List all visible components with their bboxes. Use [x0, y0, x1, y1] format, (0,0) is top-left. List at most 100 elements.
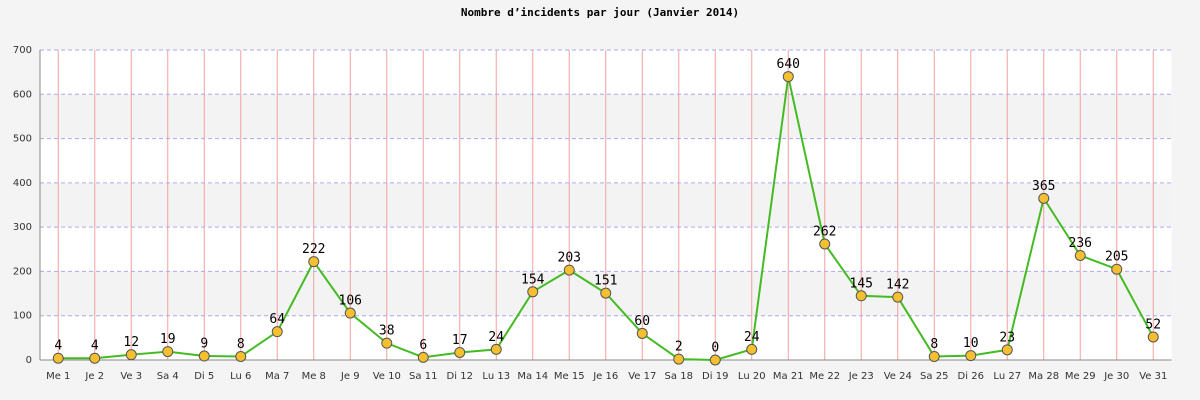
- x-tick-label: Ve 31: [1139, 371, 1167, 382]
- value-label: 17: [452, 333, 468, 348]
- marker: [636, 327, 648, 339]
- x-tick-label: Sa 18: [665, 371, 693, 382]
- chart-title: Nombre d’incidents par jour (Janvier 201…: [461, 6, 739, 19]
- value-label: 9: [200, 337, 208, 352]
- x-tick-label: Je 30: [1103, 371, 1129, 382]
- value-label: 640: [777, 57, 800, 72]
- x-tick-label: Je 16: [592, 371, 618, 382]
- value-label: 6: [419, 338, 427, 353]
- y-tick-label: 600: [13, 89, 32, 100]
- x-tick-label: Lu 6: [230, 371, 251, 382]
- x-tick-label: Di 12: [447, 371, 473, 382]
- x-tick-label: Ve 24: [884, 371, 912, 382]
- marker: [198, 350, 210, 362]
- value-label: 0: [711, 341, 719, 356]
- value-label: 24: [744, 330, 760, 345]
- value-label: 8: [237, 337, 245, 352]
- value-label: 12: [123, 335, 139, 350]
- y-tick-label: 700: [13, 45, 32, 56]
- value-label: 151: [594, 274, 617, 289]
- y-tick-label: 0: [26, 355, 32, 366]
- x-tick-label: Me 1: [46, 371, 70, 382]
- marker: [1001, 344, 1013, 356]
- x-tick-label: Sa 4: [157, 371, 179, 382]
- marker: [965, 350, 977, 362]
- marker: [235, 350, 247, 362]
- value-label: 236: [1069, 236, 1092, 251]
- marker: [855, 290, 867, 302]
- x-tick-label: Je 23: [848, 371, 874, 382]
- marker: [125, 349, 137, 361]
- value-label: 142: [886, 278, 909, 293]
- marker: [271, 326, 283, 338]
- value-label: 222: [302, 242, 325, 257]
- marker: [782, 71, 794, 83]
- value-label: 24: [488, 330, 504, 345]
- marker: [928, 350, 940, 362]
- value-label: 10: [963, 336, 979, 351]
- x-tick-label: Lu 20: [738, 371, 766, 382]
- x-tick-label: Sa 11: [409, 371, 437, 382]
- marker: [600, 287, 612, 299]
- value-label: 23: [999, 330, 1015, 345]
- x-tick-label: Je 9: [340, 371, 360, 382]
- y-tick-label: 300: [13, 222, 32, 233]
- value-label: 106: [339, 294, 362, 309]
- marker: [454, 346, 466, 358]
- marker: [490, 343, 502, 355]
- marker: [417, 351, 429, 363]
- value-label: 154: [521, 272, 545, 287]
- marker: [527, 286, 539, 298]
- x-tick-label: Me 8: [302, 371, 326, 382]
- value-label: 4: [54, 339, 62, 354]
- x-tick-label: Ve 10: [373, 371, 401, 382]
- value-label: 4: [91, 339, 99, 354]
- value-label: 2: [675, 340, 683, 355]
- marker: [746, 343, 758, 355]
- x-tick-label: Ma 21: [773, 371, 804, 382]
- value-label: 38: [379, 324, 395, 339]
- x-tick-label: Di 26: [958, 371, 984, 382]
- value-label: 365: [1032, 179, 1055, 194]
- marker: [1111, 263, 1123, 275]
- marker: [162, 346, 174, 358]
- y-tick-label: 500: [13, 134, 32, 145]
- marker: [709, 354, 721, 366]
- value-label: 205: [1105, 250, 1128, 265]
- x-tick-label: Ma 7: [265, 371, 289, 382]
- marker: [673, 353, 685, 365]
- y-tick-label: 200: [13, 266, 32, 277]
- marker: [1038, 192, 1050, 204]
- marker: [344, 307, 356, 319]
- marker: [892, 291, 904, 303]
- x-tick-label: Di 19: [702, 371, 728, 382]
- value-label: 19: [160, 332, 176, 347]
- marker: [52, 352, 64, 364]
- x-tick-label: Me 22: [809, 371, 840, 382]
- value-label: 64: [269, 312, 285, 327]
- x-tick-label: Me 29: [1065, 371, 1096, 382]
- marker: [381, 337, 393, 349]
- value-label: 8: [930, 337, 938, 352]
- x-tick-label: Sa 25: [920, 371, 948, 382]
- x-tick-label: Ma 28: [1028, 371, 1059, 382]
- marker: [308, 256, 320, 268]
- x-tick-label: Di 5: [194, 371, 214, 382]
- x-tick-label: Ma 14: [517, 371, 548, 382]
- x-tick-label: Lu 27: [993, 371, 1021, 382]
- marker: [1147, 331, 1159, 343]
- x-tick-label: Ve 17: [628, 371, 656, 382]
- x-tick-label: Lu 13: [482, 371, 510, 382]
- value-label: 145: [850, 276, 873, 291]
- x-tick-label: Ve 3: [120, 371, 142, 382]
- marker: [1074, 249, 1086, 261]
- value-label: 52: [1145, 317, 1161, 332]
- value-label: 262: [813, 224, 836, 239]
- y-tick-label: 400: [13, 178, 32, 189]
- marker: [563, 264, 575, 276]
- value-label: 60: [634, 314, 650, 329]
- x-tick-label: Je 2: [84, 371, 104, 382]
- x-tick-label: Me 15: [554, 371, 585, 382]
